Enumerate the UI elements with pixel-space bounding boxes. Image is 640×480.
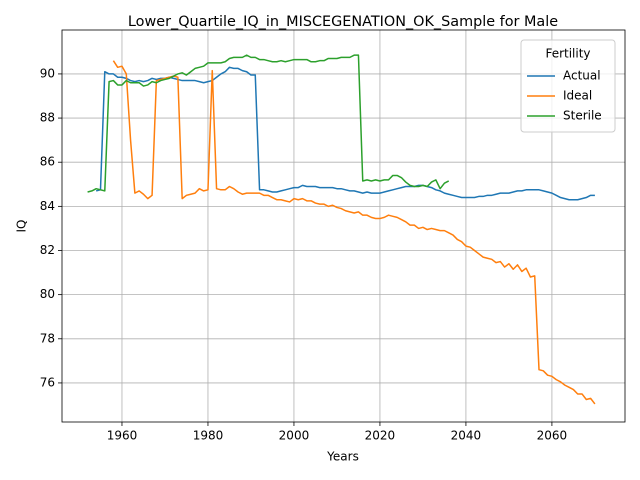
y-tick-label: 78	[40, 331, 55, 345]
plot-frame	[61, 29, 626, 423]
y-tick-label: 76	[40, 375, 55, 389]
x-tick-label: 2000	[279, 429, 310, 443]
legend-title: Fertility	[545, 47, 590, 61]
y-axis-label: IQ	[15, 220, 29, 233]
x-axis-label: Years	[326, 450, 359, 464]
y-tick-label: 84	[40, 199, 55, 213]
series-line	[87, 54, 450, 193]
legend-box	[520, 39, 616, 133]
legend-label: Sterile	[563, 109, 602, 123]
legend-label: Actual	[563, 69, 601, 83]
series-line	[112, 60, 596, 405]
x-tick-label: 2040	[451, 429, 482, 443]
x-tick-label: 2060	[537, 429, 568, 443]
x-tick-label: 2020	[365, 429, 396, 443]
legend-label: Ideal	[563, 89, 592, 103]
y-tick-label: 86	[40, 155, 55, 169]
x-tick-label: 1960	[107, 429, 138, 443]
y-tick-label: 82	[40, 243, 55, 257]
chart-title: Lower_Quartile_IQ_in_MISCEGENATION_OK_Sa…	[128, 14, 558, 30]
y-tick-label: 88	[40, 111, 55, 125]
y-tick-label: 80	[40, 287, 55, 301]
y-tick-label: 90	[40, 66, 55, 80]
x-tick-label: 1980	[193, 429, 224, 443]
series-line	[95, 66, 595, 201]
